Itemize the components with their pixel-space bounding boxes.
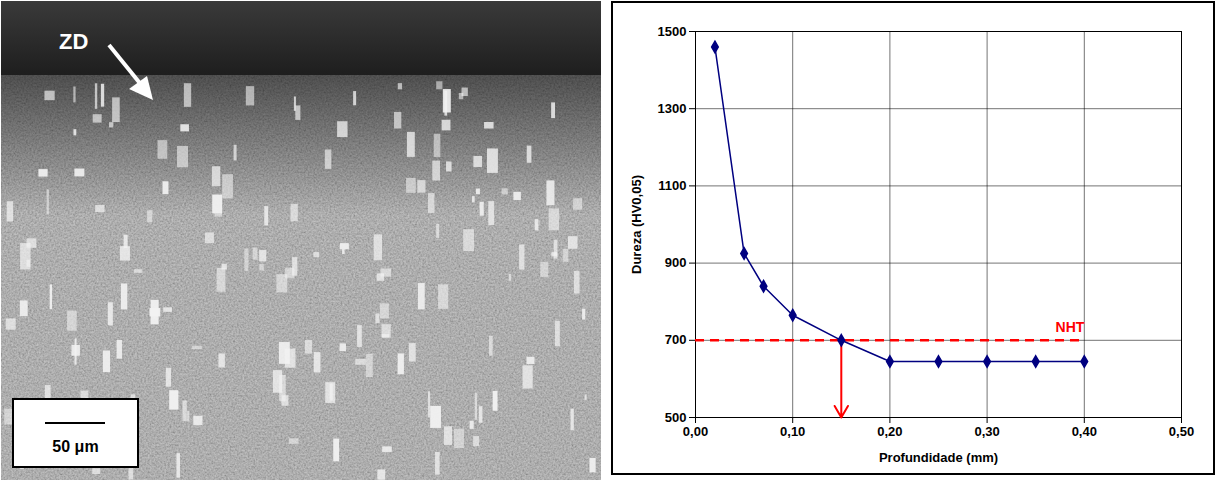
svg-text:NHT: NHT (1056, 319, 1085, 335)
svg-text:50 μm: 50 μm (52, 438, 98, 455)
svg-text:Profundidade (mm): Profundidade (mm) (879, 450, 998, 465)
svg-text:700: 700 (665, 332, 687, 347)
svg-text:0,40: 0,40 (1072, 424, 1097, 439)
svg-text:0,00: 0,00 (683, 424, 708, 439)
svg-text:500: 500 (665, 410, 687, 425)
svg-text:0,20: 0,20 (877, 424, 902, 439)
svg-text:1100: 1100 (658, 178, 686, 193)
svg-text:ZD: ZD (59, 29, 88, 54)
svg-text:0,10: 0,10 (780, 424, 805, 439)
svg-text:900: 900 (665, 255, 687, 270)
svg-text:0,30: 0,30 (974, 424, 999, 439)
svg-text:Dureza (HV0,05): Dureza (HV0,05) (629, 175, 644, 274)
svg-text:0,50: 0,50 (1169, 424, 1194, 439)
svg-text:1500: 1500 (658, 24, 687, 39)
svg-text:1300: 1300 (658, 101, 687, 116)
